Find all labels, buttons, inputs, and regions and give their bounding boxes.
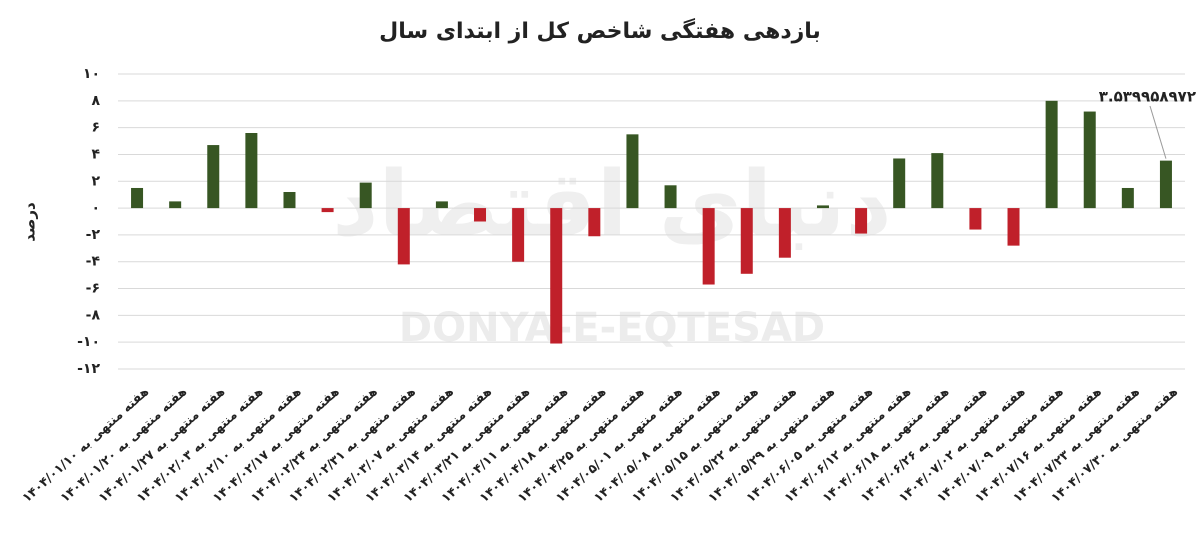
chart-title: بازدهی هفتگی شاخص کل از ابتدای سال bbox=[379, 17, 821, 44]
bar bbox=[435, 201, 448, 209]
bar bbox=[778, 208, 791, 258]
y-tick-label: -۲ bbox=[86, 227, 101, 243]
y-tick-label: ۸ bbox=[91, 93, 100, 109]
bar bbox=[550, 208, 563, 344]
bar bbox=[512, 208, 525, 262]
bar bbox=[626, 134, 639, 209]
bar bbox=[131, 187, 144, 209]
bar bbox=[359, 182, 372, 209]
bar bbox=[245, 133, 258, 209]
bar bbox=[855, 208, 868, 234]
bar bbox=[893, 158, 906, 209]
bar bbox=[169, 201, 182, 209]
bar bbox=[1007, 208, 1020, 246]
bar bbox=[283, 192, 296, 209]
bar bbox=[1083, 111, 1096, 209]
bar bbox=[702, 208, 715, 285]
watermark: DONYA-E-EQTESAD bbox=[399, 305, 825, 351]
y-tick-label: -۸ bbox=[86, 307, 101, 323]
bar bbox=[1045, 100, 1058, 209]
bar bbox=[588, 208, 601, 237]
y-tick-label: ۶ bbox=[91, 120, 100, 136]
bar bbox=[1121, 187, 1134, 209]
bar bbox=[816, 205, 829, 209]
y-tick-label: ۱۰ bbox=[83, 66, 100, 82]
watermark-fa: دنیای اقتصاد bbox=[332, 152, 892, 257]
value-label: ۳.۵۳۹۹۵۸۹۷۲ bbox=[1099, 88, 1196, 106]
bar bbox=[1159, 160, 1172, 209]
bar bbox=[740, 208, 753, 274]
bar bbox=[969, 208, 982, 230]
y-tick-label: ۰ bbox=[91, 200, 100, 216]
y-tick-label: -۶ bbox=[86, 281, 100, 297]
bar bbox=[474, 208, 487, 222]
y-tick-label: ۴ bbox=[91, 146, 100, 162]
y-tick-label: ۲ bbox=[91, 173, 100, 189]
bar bbox=[321, 208, 334, 213]
y-axis-title: درصد bbox=[21, 202, 39, 242]
y-tick-label: -۱۲ bbox=[77, 361, 100, 377]
bar bbox=[931, 153, 944, 209]
y-tick-label: -۴ bbox=[86, 254, 101, 270]
bar bbox=[207, 145, 220, 209]
annotation-leader bbox=[1149, 105, 1167, 159]
bar bbox=[397, 208, 410, 265]
y-tick-label: -۱۰ bbox=[77, 334, 100, 350]
bar bbox=[664, 185, 677, 209]
